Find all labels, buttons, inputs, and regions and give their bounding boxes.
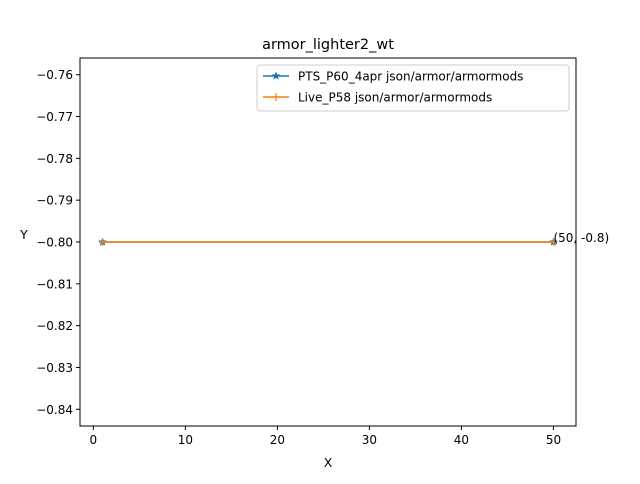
y-axis-label: Y <box>19 227 28 242</box>
legend: PTS_P60_4apr json/armor/armormods Live_P5… <box>256 64 570 112</box>
x-axis-label: X <box>324 455 333 470</box>
x-tick-label: 40 <box>454 433 469 447</box>
x-tick-label: 30 <box>362 433 377 447</box>
x-tick-label: 20 <box>270 433 285 447</box>
y-tick-label: −0.81 <box>36 277 73 291</box>
x-tick-label: 0 <box>90 433 98 447</box>
y-tick-label: −0.79 <box>36 194 73 208</box>
chart-title: armor_lighter2_wt <box>262 37 394 53</box>
annotation-group: (50, -0.8) <box>553 231 609 245</box>
data-point <box>98 238 107 246</box>
legend-entry: PTS_P60_4apr json/armor/armormods <box>263 70 523 84</box>
series-2 <box>98 238 558 246</box>
legend-label: Live_P58 json/armor/armormods <box>298 91 492 105</box>
legend-marker <box>272 93 280 101</box>
y-tick-label: −0.78 <box>36 152 73 166</box>
legend-label: PTS_P60_4apr json/armor/armormods <box>298 70 523 84</box>
y-tick-label: −0.82 <box>36 319 73 333</box>
y-tick-label: −0.80 <box>36 236 73 250</box>
legend-entry: Live_P58 json/armor/armormods <box>263 91 492 105</box>
y-tick-label: −0.84 <box>36 403 73 417</box>
x-tick-label: 50 <box>546 433 561 447</box>
point-annotation: (50, -0.8) <box>553 231 609 245</box>
data-point <box>549 238 558 246</box>
y-tick-label: −0.76 <box>36 68 73 82</box>
legend-box <box>256 64 570 112</box>
y-tick-label: −0.83 <box>36 361 73 375</box>
y-tick-label: −0.77 <box>36 110 73 124</box>
series-group <box>98 237 558 246</box>
axis-ticks: 0 10 20 30 40 50 −0.76 −0.77 −0.78 −0.79 −0.80 −0.8… <box>36 68 561 447</box>
x-tick-label: 10 <box>178 433 193 447</box>
legend-marker <box>271 71 281 80</box>
